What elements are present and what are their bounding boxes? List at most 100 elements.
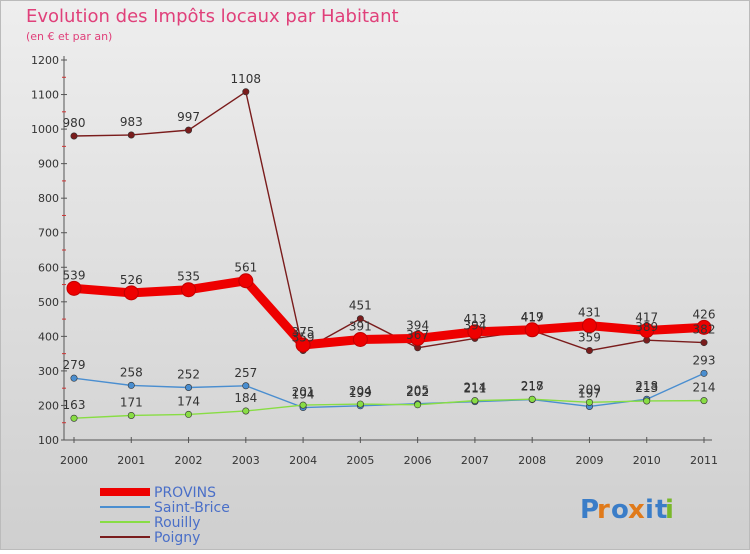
legend-label: PROVINS <box>154 485 216 501</box>
data-label: 217 <box>521 380 544 394</box>
data-point <box>471 397 479 405</box>
x-tick-label: 2000 <box>60 454 88 467</box>
data-label: 218 <box>635 379 658 393</box>
series-line <box>73 91 705 352</box>
y-tick-label: 600 <box>38 261 59 274</box>
data-label: 197 <box>578 386 601 400</box>
data-label: 394 <box>463 318 486 332</box>
logo-letter: x <box>628 495 645 525</box>
data-label: 204 <box>349 384 372 398</box>
data-label: 213 <box>635 381 658 395</box>
data-point <box>700 369 708 377</box>
data-point <box>639 322 655 338</box>
data-label: 419 <box>521 310 544 324</box>
y-tick-label: 700 <box>38 227 59 240</box>
chart-subtitle: (en € et par an) <box>26 30 112 43</box>
series-provins <box>66 273 712 353</box>
data-label: 375 <box>292 325 315 339</box>
data-point <box>410 330 426 346</box>
y-tick-label: 800 <box>38 192 59 205</box>
data-label: 561 <box>234 261 257 275</box>
data-point <box>295 337 311 353</box>
data-label: 211 <box>463 382 486 396</box>
data-label: 539 <box>63 268 86 282</box>
data-point <box>414 401 422 409</box>
data-point <box>123 285 139 301</box>
data-point <box>127 411 135 419</box>
data-label: 214 <box>693 381 716 395</box>
legend-label: Rouilly <box>154 515 201 531</box>
proxiti-logo: Pr o x i ti <box>580 495 674 525</box>
data-point <box>356 315 364 323</box>
data-label: 202 <box>406 385 429 399</box>
data-label: 184 <box>234 391 257 405</box>
data-label: 367 <box>406 328 429 342</box>
data-label: 413 <box>463 312 486 326</box>
data-label: 389 <box>635 320 658 334</box>
data-point <box>643 397 651 405</box>
logo-letter: t <box>655 495 667 525</box>
data-label: 293 <box>693 353 716 367</box>
data-point <box>127 131 135 139</box>
x-tick-label: 2004 <box>289 454 317 467</box>
data-point <box>356 400 364 408</box>
data-label: 526 <box>120 273 143 287</box>
data-point <box>467 324 483 340</box>
data-label: 382 <box>693 323 716 337</box>
data-point <box>585 347 593 355</box>
data-point <box>185 126 193 134</box>
logo-letter: o <box>611 495 629 525</box>
data-label: 252 <box>177 367 200 381</box>
data-label: 417 <box>635 310 658 324</box>
data-label: 394 <box>406 318 429 332</box>
data-label: 431 <box>578 306 601 320</box>
x-tick-label: 2002 <box>175 454 203 467</box>
data-point <box>700 339 708 347</box>
legend-label: Poigny <box>154 530 200 546</box>
logo-letter: P <box>580 495 599 525</box>
data-label: 163 <box>63 398 86 412</box>
x-tick-label: 2007 <box>461 454 489 467</box>
x-tick-label: 2010 <box>633 454 661 467</box>
x-tick-label: 2009 <box>575 454 603 467</box>
data-label: 214 <box>463 381 486 395</box>
data-label: 257 <box>234 366 257 380</box>
data-label: 194 <box>292 388 315 402</box>
data-point <box>181 282 197 298</box>
data-point <box>524 322 540 338</box>
data-label: 1108 <box>231 72 262 86</box>
x-tick-label: 2003 <box>232 454 260 467</box>
data-point <box>696 319 712 335</box>
data-point <box>581 318 597 334</box>
data-point <box>185 383 193 391</box>
y-tick-label: 400 <box>38 330 59 343</box>
data-point <box>185 410 193 418</box>
logo-letter: i <box>665 495 674 525</box>
data-label: 279 <box>63 358 86 372</box>
series-line <box>73 398 705 419</box>
y-tick-label: 200 <box>38 399 59 412</box>
y-tick-label: 1200 <box>31 54 59 67</box>
data-point <box>352 331 368 347</box>
y-tick-label: 1100 <box>31 89 59 102</box>
data-label: 535 <box>177 270 200 284</box>
x-tick-label: 2001 <box>117 454 145 467</box>
legend-label: Saint-Brice <box>154 500 230 516</box>
data-point <box>528 395 536 403</box>
data-label: 426 <box>693 307 716 321</box>
data-label: 359 <box>578 331 601 345</box>
data-point <box>127 381 135 389</box>
data-label: 258 <box>120 365 143 379</box>
data-label: 171 <box>120 395 143 409</box>
data-label: 391 <box>349 319 372 333</box>
x-tick-label: 2008 <box>518 454 546 467</box>
data-label: 201 <box>292 385 315 399</box>
series-rouilly <box>70 395 708 422</box>
data-point <box>70 414 78 422</box>
data-point <box>66 280 82 296</box>
data-point <box>585 398 593 406</box>
data-label: 209 <box>578 382 601 396</box>
